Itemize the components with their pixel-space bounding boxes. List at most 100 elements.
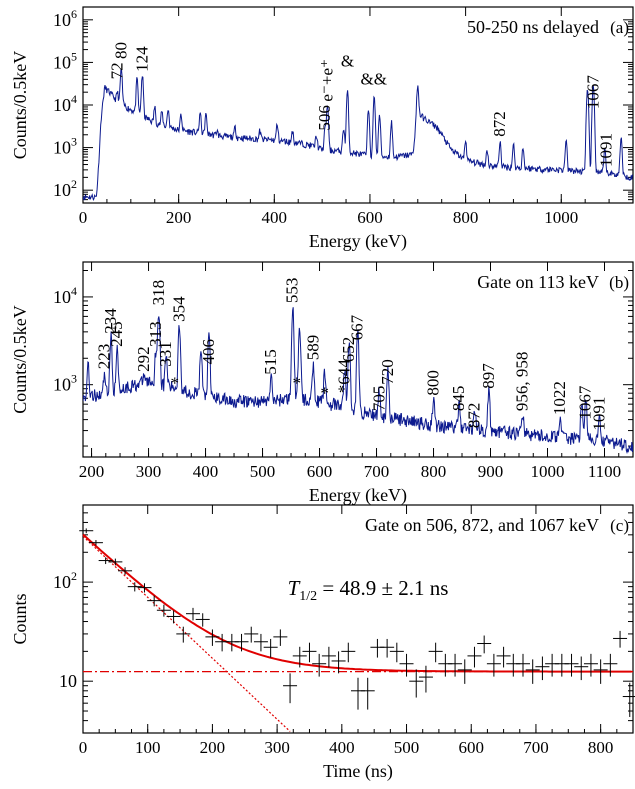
x-tick-label: 900	[478, 462, 504, 481]
y-axis-label: Counts	[10, 593, 30, 644]
data-point	[205, 629, 220, 646]
peak-label: 589	[303, 335, 322, 361]
peak-label: &&	[361, 70, 387, 89]
peak-label: 406	[199, 339, 218, 365]
data-point	[273, 629, 288, 646]
peak-label: 553	[283, 278, 302, 304]
data-point	[292, 646, 307, 668]
fit-total-line	[82, 533, 632, 673]
y-tick-label: 105	[53, 49, 77, 72]
x-tick-label: 1000	[531, 462, 565, 481]
peak-label: *	[320, 383, 329, 402]
data-point	[409, 669, 424, 698]
data-point	[283, 673, 298, 704]
panel-title: Gate on 113 keV	[477, 272, 599, 292]
peak-label: 800	[424, 370, 443, 396]
x-tick-label: 600	[357, 208, 383, 227]
peak-label: 720	[378, 359, 397, 385]
y-tick-label: 104	[53, 284, 77, 307]
fit-exponential-line	[83, 535, 291, 732]
x-tick-label: 400	[262, 208, 288, 227]
data-point	[486, 653, 501, 677]
x-tick-label: 500	[250, 462, 276, 481]
y-tick-label: 102	[53, 177, 77, 200]
peak-label: 515	[261, 349, 280, 375]
peak-label: 1091	[589, 397, 608, 431]
data-point	[380, 638, 395, 658]
x-axis-label: Energy (keV)	[309, 485, 407, 506]
data-point	[554, 653, 569, 677]
spectrum-series	[83, 307, 633, 455]
peak-label: *644	[335, 359, 354, 394]
data-point	[583, 653, 598, 677]
peak-label: 1067	[576, 385, 595, 420]
peak-label: 234	[101, 308, 120, 334]
y-tick-label: 103	[53, 135, 77, 158]
x-tick-label: 0	[79, 738, 88, 757]
x-tick-label: 500	[394, 738, 420, 757]
data-point	[312, 653, 327, 677]
peak-label: 506	[315, 105, 334, 131]
x-tick-label: 800	[421, 462, 447, 481]
data-point	[98, 557, 113, 565]
peak-label: 313	[146, 321, 165, 347]
data-point	[147, 595, 162, 607]
peak-label: 223	[95, 344, 114, 370]
data-point	[176, 626, 191, 643]
peak-label: 897	[479, 363, 498, 389]
peak-label: 1091	[597, 133, 616, 167]
panel-tag: (b)	[609, 273, 629, 292]
x-tick-label: 100	[135, 738, 161, 757]
x-tick-label: 800	[453, 208, 479, 227]
peak-label: 124	[132, 46, 151, 72]
data-point	[438, 653, 453, 677]
data-point	[574, 656, 589, 681]
data-point	[506, 653, 521, 677]
peak-label: 652	[339, 337, 358, 363]
halflife-label: T1/2 = 48.9 ± 2.1 ns	[288, 576, 449, 604]
data-point	[88, 540, 103, 546]
x-axis-label: Time (ns)	[323, 761, 393, 782]
peak-label: 318	[149, 280, 168, 306]
x-tick-label: 1000	[544, 208, 578, 227]
data-point	[137, 583, 152, 593]
x-tick-label: 300	[136, 462, 162, 481]
data-point	[127, 582, 142, 592]
x-tick-label: 400	[329, 738, 355, 757]
x-tick-label: 0	[79, 208, 88, 227]
data-point	[351, 677, 365, 710]
peak-label: 1022	[550, 381, 569, 415]
peak-label: 292	[134, 346, 153, 372]
y-axis-label: Counts/0.5keV	[10, 51, 30, 160]
data-point	[467, 646, 482, 668]
data-point	[79, 528, 94, 534]
x-tick-label: 400	[193, 462, 219, 481]
y-axis-label: Counts/0.5keV	[10, 305, 30, 414]
panel-tag: (c)	[610, 516, 629, 535]
data-point	[525, 659, 540, 684]
peak-label: 956, 958	[512, 352, 531, 412]
data-point	[341, 642, 356, 663]
peak-label: 705	[369, 386, 388, 412]
data-point	[428, 642, 443, 663]
peak-label: &	[341, 52, 354, 71]
data-point	[603, 653, 618, 677]
panel-a: 0 200 400 600 800 1000 102 103 104 105 106 Energy (…	[10, 6, 634, 252]
data-point	[108, 558, 123, 566]
peak-label: 872	[490, 111, 509, 137]
data-point	[331, 651, 346, 674]
peak-label: 1067	[583, 75, 602, 110]
peak-label: 245	[107, 321, 126, 347]
x-tick-label: 800	[588, 738, 614, 757]
data-point	[186, 607, 200, 621]
x-tick-label: 700	[364, 462, 390, 481]
data-point	[564, 653, 579, 677]
data-point	[302, 642, 317, 663]
peak-label: 80	[111, 42, 130, 59]
data-point	[263, 638, 278, 658]
data-point	[118, 567, 133, 575]
data-point	[593, 659, 608, 684]
panel-title: 50-250 ns delayed	[467, 17, 599, 37]
